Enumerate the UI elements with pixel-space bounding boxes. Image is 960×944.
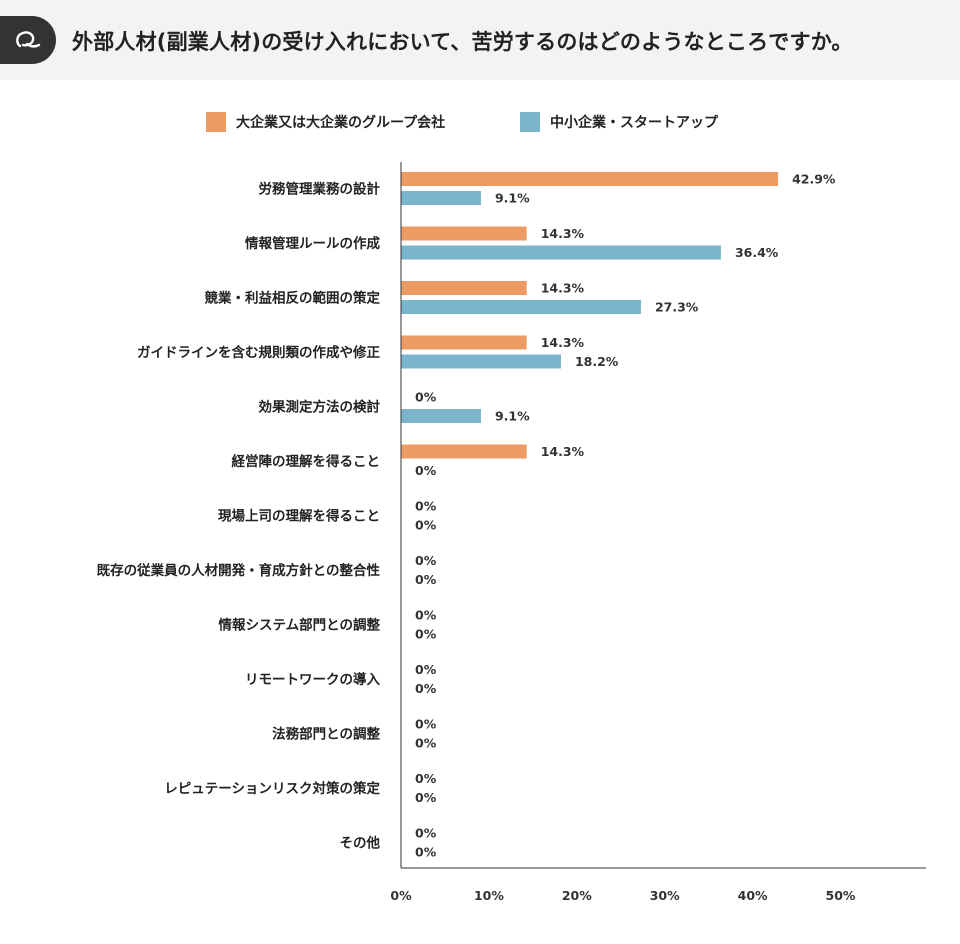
data-label: 0% bbox=[415, 790, 437, 805]
data-label: 0% bbox=[415, 572, 437, 587]
bar-small bbox=[401, 409, 481, 423]
data-label: 0% bbox=[415, 845, 437, 860]
category-label: ガイドラインを含む規則類の作成や修正 bbox=[137, 344, 380, 361]
category-label: 競業・利益相反の範囲の策定 bbox=[205, 290, 381, 307]
q-letter-icon bbox=[16, 31, 41, 48]
data-label: 0% bbox=[415, 771, 437, 786]
x-tick-label: 20% bbox=[562, 888, 592, 903]
q-badge bbox=[0, 16, 56, 64]
category-label: 既存の従業員の人材開発・育成方針との整合性 bbox=[97, 562, 381, 579]
question-title: 外部人材(副業人材)の受け入れにおいて、苦労するのはどのようなところですか。 bbox=[72, 30, 853, 54]
category-label: 労務管理業務の設計 bbox=[259, 181, 381, 198]
data-label: 14.3% bbox=[541, 226, 585, 241]
data-label: 0% bbox=[415, 826, 437, 841]
category-label: 経営陣の理解を得ること bbox=[232, 453, 381, 470]
data-label: 0% bbox=[415, 553, 437, 568]
data-label: 14.3% bbox=[541, 444, 585, 459]
category-label: レピュテーションリスク対策の策定 bbox=[164, 780, 380, 797]
x-tick-label: 50% bbox=[826, 888, 856, 903]
category-label: 効果測定方法の検討 bbox=[259, 399, 381, 416]
category-label: リモートワークの導入 bbox=[245, 671, 380, 688]
bar-large bbox=[401, 444, 527, 459]
data-label: 0% bbox=[415, 463, 437, 478]
data-label: 0% bbox=[415, 717, 437, 732]
data-label: 9.1% bbox=[495, 409, 530, 424]
category-label: 情報システム部門との調整 bbox=[219, 617, 381, 634]
category-label: 法務部門との調整 bbox=[272, 726, 380, 743]
data-label: 0% bbox=[415, 681, 437, 696]
bar-small bbox=[401, 300, 641, 314]
legend-item-large: 大企業又は大企業のグループ会社 bbox=[206, 112, 445, 132]
bar-large bbox=[401, 281, 527, 295]
data-label: 0% bbox=[415, 518, 437, 533]
legend-item-small: 中小企業・スタートアップ bbox=[520, 112, 718, 132]
data-label: 0% bbox=[415, 627, 437, 642]
bar-large bbox=[401, 172, 779, 186]
data-label: 14.3% bbox=[541, 281, 585, 296]
bar-chart: 労務管理業務の設計 42.9% 9.1% 情報管理ルールの作成 14.3% 36.4% 競業… bbox=[97, 162, 926, 903]
data-label: 14.3% bbox=[541, 335, 585, 350]
category-label: 情報管理ルールの作成 bbox=[245, 235, 380, 252]
legend-label-large: 大企業又は大企業のグループ会社 bbox=[236, 115, 446, 131]
data-label: 9.1% bbox=[495, 191, 530, 206]
data-label: 0% bbox=[415, 662, 437, 677]
bar-small bbox=[401, 354, 561, 369]
data-label: 0% bbox=[415, 736, 437, 751]
category-label: その他 bbox=[340, 835, 381, 852]
x-tick-label: 40% bbox=[738, 888, 768, 903]
legend-swatch-large bbox=[206, 112, 226, 132]
bar-small bbox=[401, 245, 721, 260]
x-tick-label: 0% bbox=[390, 888, 412, 903]
bar-large bbox=[401, 226, 527, 241]
data-label: 0% bbox=[415, 499, 437, 514]
data-label: 0% bbox=[415, 608, 437, 623]
x-tick-label: 30% bbox=[650, 888, 680, 903]
legend-label-small: 中小企業・スタートアップ bbox=[550, 115, 718, 131]
data-label: 27.3% bbox=[655, 300, 699, 315]
legend-swatch-small bbox=[520, 112, 540, 132]
data-label: 42.9% bbox=[792, 172, 836, 187]
x-tick-label: 10% bbox=[474, 888, 504, 903]
category-label: 現場上司の理解を得ること bbox=[218, 508, 380, 525]
question-header: 外部人材(副業人材)の受け入れにおいて、苦労するのはどのようなところですか。 bbox=[0, 0, 960, 80]
data-label: 18.2% bbox=[575, 354, 619, 369]
data-label: 36.4% bbox=[735, 245, 779, 260]
bar-large bbox=[401, 335, 527, 350]
data-label: 0% bbox=[415, 390, 437, 405]
bar-small bbox=[401, 191, 481, 205]
chart-legend: 大企業又は大企業のグループ会社 中小企業・スタートアップ bbox=[0, 112, 960, 134]
